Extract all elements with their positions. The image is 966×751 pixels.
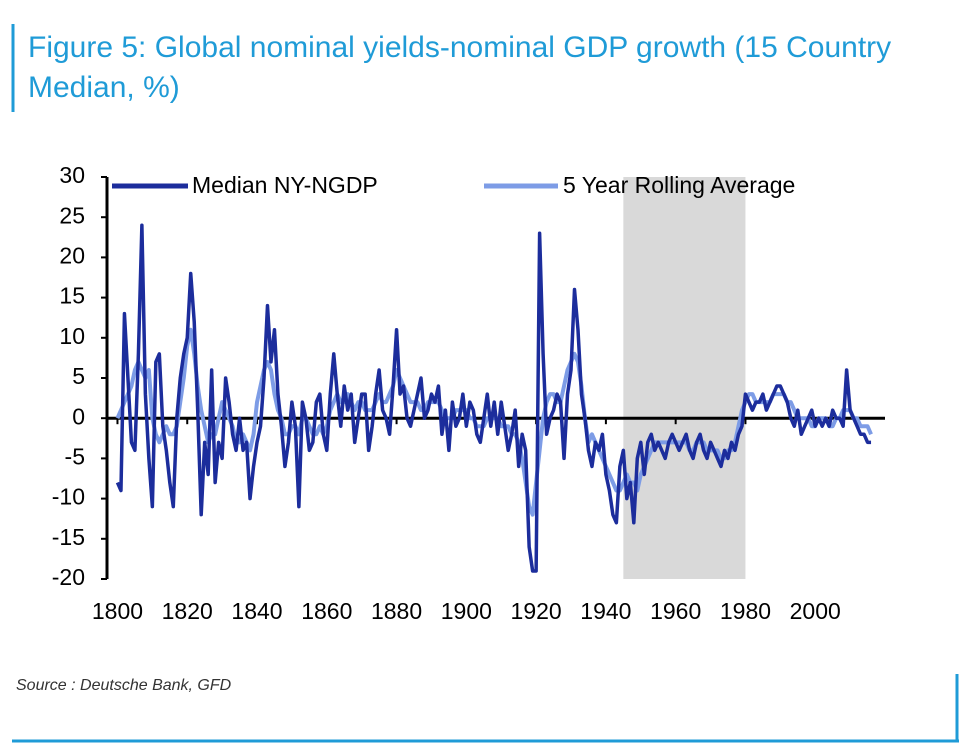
x-tick-label: 2000 [790,598,841,624]
x-tick-label: 1980 [720,598,771,624]
x-tick-label: 1840 [231,598,282,624]
x-tick-label: 1820 [162,598,213,624]
source-note: Source : Deutsche Bank, GFD [16,677,232,694]
legend-label: Median NY-NGDP [192,172,378,198]
x-tick-label: 1920 [511,598,562,624]
y-tick-label: 30 [59,162,85,188]
legend-label: 5 Year Rolling Average [563,172,795,198]
series-line [115,223,872,573]
y-tick-label: -10 [52,484,85,510]
y-tick-label: -15 [52,524,85,550]
y-tick-label: 5 [72,363,85,389]
shaded-region [623,177,746,579]
y-tick-label: 0 [72,403,85,429]
y-tick-label: 25 [59,202,85,228]
x-tick-label: 1860 [301,598,352,624]
chart-title: Figure 5: Global nominal yields-nominal … [28,31,892,104]
x-tick-label: 1900 [441,598,492,624]
x-tick-label: 1880 [371,598,422,624]
x-tick-label: 1800 [92,598,143,624]
x-tick-label: 1940 [580,598,631,624]
y-tick-label: 15 [59,283,85,309]
y-tick-label: -5 [65,443,85,469]
y-tick-label: -20 [52,564,85,590]
x-tick-label: 1960 [650,598,701,624]
y-tick-label: 10 [59,323,85,349]
y-tick-label: 20 [59,242,85,268]
